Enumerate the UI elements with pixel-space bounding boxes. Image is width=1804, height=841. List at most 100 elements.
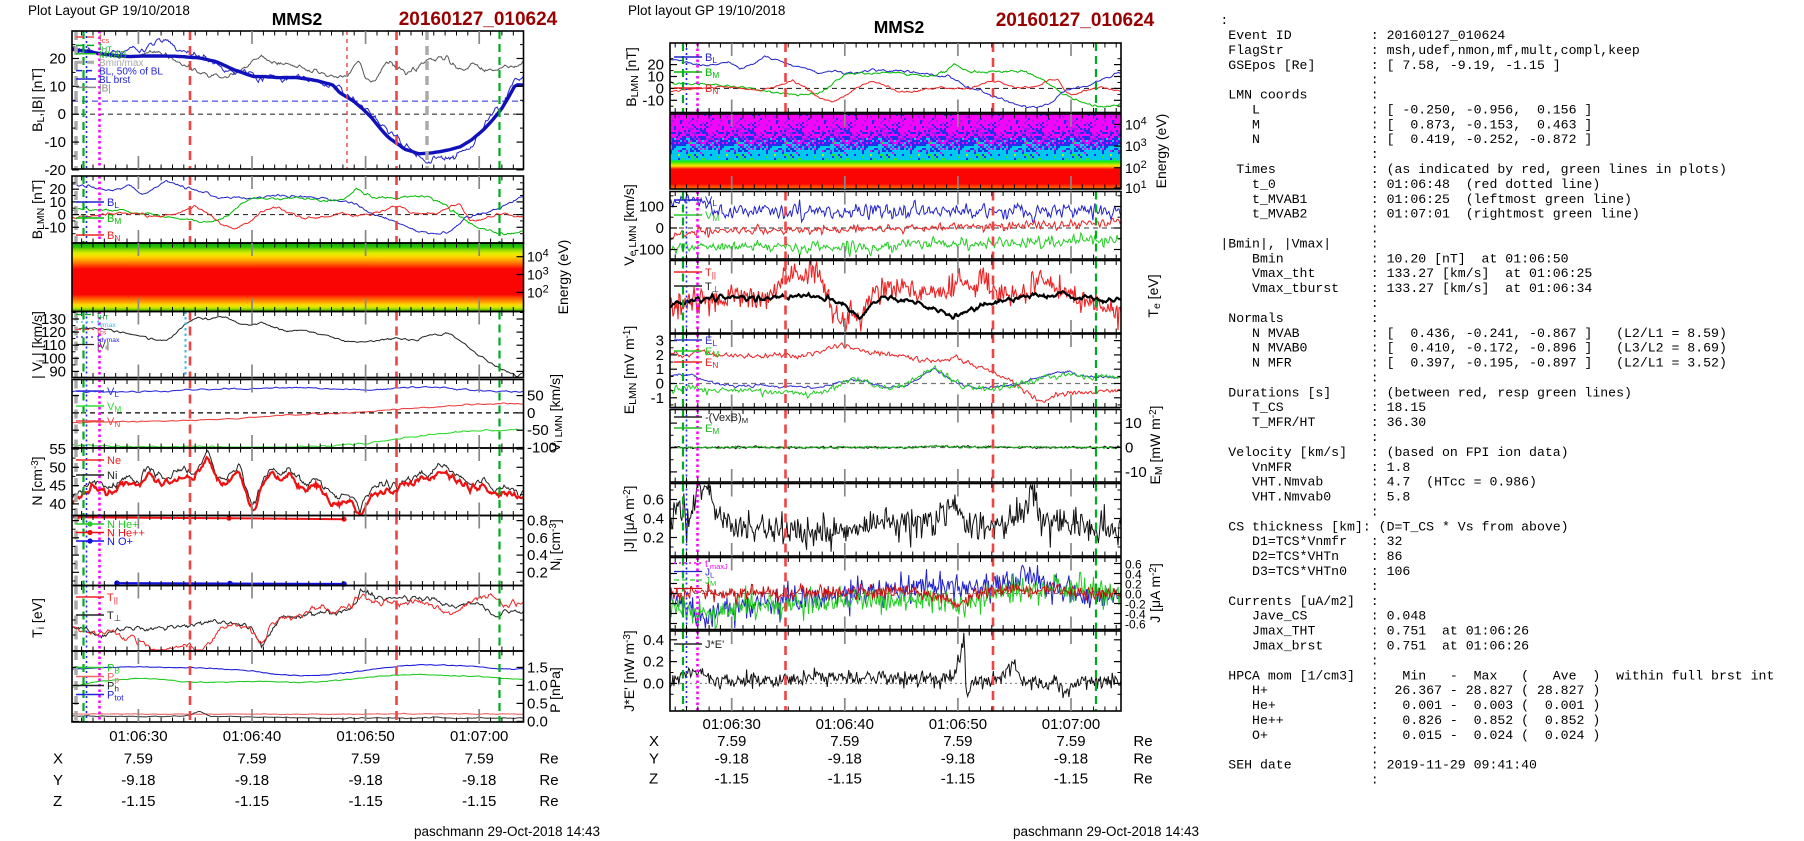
svg-text:LMN coords :: LMN coords : (1220, 88, 1378, 103)
svg-text:X: X (53, 751, 63, 768)
svg-text:Vmax_tht : 133.27 [km/s]: Vmax_tht : 133.27 [km/s] at 01:06:25 (1220, 266, 1592, 281)
svg-text:-9.18: -9.18 (121, 772, 155, 789)
svg-text:-0.6: -0.6 (1125, 618, 1146, 632)
svg-text:BL: BL (705, 52, 717, 65)
svg-text:0: 0 (58, 106, 66, 123)
svg-text:Velocity [km/s] : (based on: Velocity [km/s] : (based on FPI ion data… (1220, 445, 1568, 460)
svg-text:0.6: 0.6 (1125, 558, 1142, 572)
svg-text:Re: Re (539, 751, 558, 768)
svg-text::: : (1220, 147, 1378, 162)
svg-text:VN: VN (107, 416, 120, 429)
svg-text:50: 50 (527, 388, 544, 405)
svg-text:Ni [cm-3]: Ni [cm-3] (547, 519, 565, 571)
svg-text:Re: Re (539, 772, 558, 789)
svg-text:N MFR : [ 0.397, -0.: N MFR : [ 0.397, -0.195, -0.897 ] (L2/L1… (1220, 356, 1726, 371)
svg-text::: : (1220, 579, 1378, 594)
svg-text:L : [ -0.250, -0.: L : [ -0.250, -0.956, 0.156 ] (1220, 102, 1592, 117)
svg-text:Ti [eV]: Ti [eV] (29, 598, 47, 638)
svg-text:-20: -20 (44, 162, 66, 179)
svg-text:EM: EM (705, 423, 719, 436)
svg-text:BL, 50% of BL: BL, 50% of BL (99, 67, 163, 78)
svg-text:0.6: 0.6 (527, 530, 548, 547)
svg-text:01:06:40: 01:06:40 (223, 728, 281, 745)
svg-text:T_MFR/HT : 36.30: T_MFR/HT : 36.30 (1220, 415, 1426, 430)
svg-text:100: 100 (41, 350, 66, 367)
svg-text:50: 50 (49, 459, 66, 476)
svg-text:20: 20 (647, 57, 664, 74)
svg-text:J [μA m-2]: J [μA m-2] (1147, 563, 1163, 623)
svg-text:HPCA mom [1/cm3] : Min -: HPCA mom [1/cm3] : Min - Max ( Ave ) wit… (1220, 668, 1774, 683)
svg-text:0.2: 0.2 (643, 530, 664, 547)
svg-text:BL: BL (107, 197, 119, 210)
svg-text:10: 10 (647, 69, 664, 86)
svg-text:-9.18: -9.18 (941, 751, 975, 768)
svg-text:FlagStr : msh,udef,n: FlagStr : msh,udef,nmon,mf,mult,compl,ke… (1220, 43, 1640, 58)
svg-text:10: 10 (49, 194, 66, 211)
svg-text:10: 10 (49, 78, 66, 95)
svg-text:D1=TCS*Vnmfr : 32: D1=TCS*Vnmfr : 32 (1220, 534, 1402, 549)
svg-text:55: 55 (49, 441, 66, 458)
svg-text:Normals :: Normals : (1220, 311, 1378, 326)
svg-text::: : (1220, 296, 1378, 311)
svg-text:EM [mW m-2]: EM [mW m-2] (1147, 406, 1165, 485)
svg-text:-0.4: -0.4 (1125, 608, 1146, 622)
svg-text:tvmax: tvmax (97, 318, 116, 329)
svg-text:t_MVAB1 : 01:06:25 (le: t_MVAB1 : 01:06:25 (leftmost green line) (1220, 192, 1632, 207)
svg-text:BN: BN (107, 230, 120, 243)
svg-text::: : (1220, 222, 1378, 237)
svg-text:Re: Re (1133, 733, 1152, 750)
svg-text:J*E': J*E' (705, 639, 724, 651)
svg-text:PB: PB (107, 663, 120, 676)
svg-text:paschmann 29-Oct-2018 14:43: paschmann 29-Oct-2018 14:43 (1013, 824, 1199, 839)
svg-text:-9.18: -9.18 (348, 772, 382, 789)
svg-text:7.59: 7.59 (124, 751, 153, 768)
svg-text:01:06:50: 01:06:50 (336, 728, 394, 745)
svg-text:0: 0 (527, 405, 535, 422)
svg-text:Vmax_tburst : 133.27 [km/s]: Vmax_tburst : 133.27 [km/s] at 01:06:34 (1220, 281, 1592, 296)
svg-text:-9.18: -9.18 (828, 751, 862, 768)
svg-text:01:06:30: 01:06:30 (703, 716, 761, 733)
svg-text:EN: EN (705, 357, 718, 370)
svg-text:3: 3 (656, 333, 664, 350)
svg-text:GSEpos [Re] : [ 7.58, -9: GSEpos [Re] : [ 7.58, -9.19, -1.15 ] (1220, 58, 1560, 73)
svg-text:0.0: 0.0 (1125, 588, 1142, 602)
svg-text::: : (1220, 773, 1378, 788)
svg-text:Y: Y (649, 751, 659, 768)
svg-text:|Bmin|, |Vmax| :: |Bmin|, |Vmax| : (1220, 237, 1378, 252)
svg-text:t_MVAB2 : 01:07:01 (ri: t_MVAB2 : 01:07:01 (rightmost green line… (1220, 207, 1639, 222)
svg-text::: : (1220, 430, 1378, 445)
svg-text:N He+: N He+ (107, 519, 139, 531)
svg-text:-9.18: -9.18 (235, 772, 269, 789)
svg-text:BM: BM (705, 67, 719, 80)
svg-text::: : (1220, 743, 1378, 758)
svg-text:1.0: 1.0 (527, 677, 548, 694)
svg-text:Z: Z (53, 793, 62, 810)
svg-text:-0.2: -0.2 (1125, 598, 1146, 612)
svg-text:-9.18: -9.18 (715, 751, 749, 768)
svg-text:7.59: 7.59 (351, 751, 380, 768)
svg-text:0: 0 (656, 80, 664, 97)
svg-text:7.59: 7.59 (943, 733, 972, 750)
svg-text:0.0: 0.0 (527, 713, 548, 730)
svg-text:He++ : 0.826 - 0.: He++ : 0.826 - 0.852 ( 0.852 ) (1220, 713, 1600, 728)
svg-text:Ne: Ne (107, 455, 121, 467)
svg-text:Z: Z (649, 771, 658, 788)
svg-text:t_0 : 01:06:48 (re: t_0 : 01:06:48 (red dotted line) (1220, 177, 1600, 192)
svg-text:20: 20 (49, 51, 66, 68)
svg-text:-1.15: -1.15 (348, 793, 382, 810)
svg-text:Times : (as indicat: Times : (as indicated by red, green line… (1220, 162, 1726, 177)
svg-text:T_CS : 18.15: T_CS : 18.15 (1220, 400, 1426, 415)
svg-text:EL: EL (705, 335, 717, 348)
svg-text::: : (1220, 505, 1378, 520)
svg-text:Ph: Ph (107, 681, 119, 694)
svg-text:Energy (eV): Energy (eV) (1153, 114, 1169, 189)
svg-text:J*E' [nW m-3]: J*E' [nW m-3] (621, 630, 637, 711)
svg-text:2: 2 (656, 347, 664, 364)
svg-text:Te [eV]: Te [eV] (1145, 274, 1163, 317)
svg-text:BN: BN (705, 83, 718, 96)
svg-text:N MVAB : [ 0.436, -0.: N MVAB : [ 0.436, -0.241, -0.867 ] (L2/L… (1220, 326, 1726, 341)
svg-text:100: 100 (639, 199, 664, 216)
svg-text:-10: -10 (44, 134, 66, 151)
svg-text:tcs: tcs (99, 33, 110, 45)
svg-text:Y: Y (53, 772, 63, 789)
